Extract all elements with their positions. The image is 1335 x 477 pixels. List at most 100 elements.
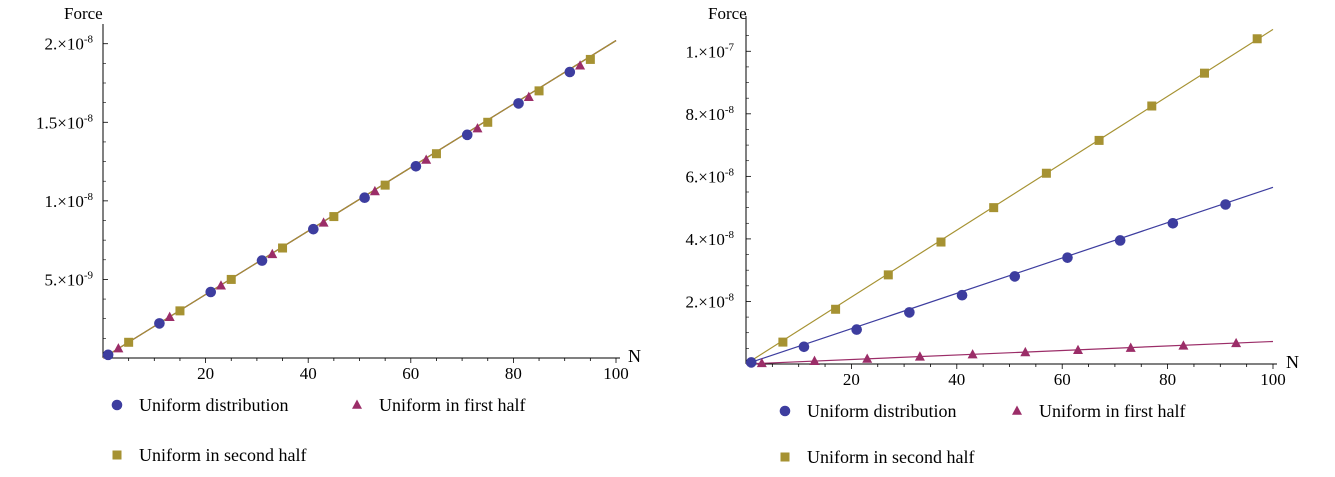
legend-marker	[111, 399, 123, 411]
data-point	[329, 212, 339, 222]
y-tick-mantissa: 6.	[685, 167, 698, 186]
y-tick-label: 2.×10-8	[44, 34, 93, 54]
y-axis-label: Force	[64, 4, 103, 23]
data-point	[1125, 342, 1136, 352]
y-tick-label: 5.×10-9	[44, 269, 93, 289]
data-point	[461, 129, 473, 141]
data-point	[113, 343, 124, 353]
legend-label: Uniform in first half	[1039, 401, 1185, 421]
data-point	[256, 255, 268, 266]
y-tick-mantissa: 1.	[44, 192, 57, 211]
y-tick-label: 6.×10-8	[685, 166, 734, 186]
series-fit-line	[745, 28, 1274, 365]
data-point	[215, 280, 226, 290]
x-tick-label: 60	[402, 364, 419, 383]
data-point	[575, 60, 586, 70]
legend-label: Uniform in second half	[807, 447, 974, 467]
x-tick-label: 100	[603, 364, 629, 383]
data-point	[778, 337, 788, 347]
legend-label: Uniform distribution	[139, 395, 289, 415]
y-tick-label: 4.×10-8	[685, 229, 734, 249]
y-tick-mantissa: 1.5	[36, 113, 57, 132]
y-tick-times-ten: ×10	[698, 105, 725, 124]
y-tick-exponent: -8	[725, 104, 735, 116]
legend-marker	[780, 452, 790, 462]
data-point	[205, 286, 217, 298]
x-tick-label: 60	[1054, 370, 1071, 389]
data-point	[756, 357, 767, 368]
y-tick-times-ten: ×10	[698, 167, 725, 186]
legend-marker	[1012, 405, 1022, 415]
y-tick-times-ten: ×10	[57, 35, 84, 54]
data-point	[534, 86, 544, 96]
data-point	[369, 185, 380, 196]
y-tick-exponent: -8	[725, 229, 735, 241]
data-point	[359, 192, 370, 204]
x-tick-label: 20	[197, 364, 214, 383]
legend-marker	[112, 450, 122, 460]
legend-marker	[352, 399, 362, 409]
y-tick-times-ten: ×10	[698, 230, 725, 249]
x-tick-label: 80	[505, 364, 522, 383]
data-point	[1147, 101, 1157, 111]
x-axis-label: N	[628, 346, 641, 366]
y-tick-exponent: -8	[725, 291, 735, 303]
data-point	[164, 311, 175, 321]
data-point	[226, 274, 236, 284]
legend-marker	[779, 405, 791, 417]
data-point	[1009, 271, 1021, 282]
y-axis-label: Force	[708, 4, 747, 23]
data-point	[862, 353, 873, 363]
data-point	[421, 154, 432, 164]
series-fit-line	[102, 40, 617, 359]
data-point	[267, 248, 278, 259]
y-tick-times-ten: ×10	[698, 292, 725, 311]
data-point	[904, 307, 915, 318]
data-point	[1114, 235, 1126, 246]
y-tick-times-ten: ×10	[57, 113, 84, 132]
data-point	[851, 324, 862, 335]
data-point	[745, 357, 757, 368]
data-point	[472, 123, 483, 133]
data-point	[798, 341, 810, 353]
x-tick-label: 80	[1159, 370, 1176, 389]
data-point	[431, 149, 441, 159]
data-point	[989, 203, 999, 213]
series-fit-line	[745, 186, 1274, 365]
legend-label: Uniform in second half	[139, 445, 306, 465]
data-point	[1041, 168, 1051, 178]
data-point	[513, 98, 524, 109]
data-point	[564, 66, 576, 78]
y-tick-exponent: -8	[84, 191, 94, 203]
data-point	[124, 337, 134, 347]
y-tick-mantissa: 2.	[44, 35, 57, 54]
data-point	[585, 54, 595, 64]
y-tick-label: 2.×10-8	[685, 291, 734, 311]
data-point	[1062, 252, 1073, 263]
y-tick-mantissa: 1.	[685, 42, 698, 61]
y-tick-exponent: -8	[725, 166, 735, 178]
y-tick-mantissa: 4.	[685, 230, 698, 249]
y-tick-times-ten: ×10	[57, 192, 84, 211]
data-point	[1073, 344, 1084, 355]
data-point	[1231, 337, 1242, 348]
y-tick-label: 8.×10-8	[685, 104, 734, 124]
legend-label: Uniform distribution	[807, 401, 957, 421]
data-point	[883, 270, 893, 280]
y-tick-mantissa: 5.	[44, 270, 57, 289]
y-tick-mantissa: 2.	[685, 292, 698, 311]
y-tick-label: 1.×10-8	[44, 191, 93, 211]
y-tick-label: 1.5×10-8	[36, 112, 94, 132]
data-point	[809, 355, 820, 365]
y-tick-mantissa: 8.	[685, 105, 698, 124]
y-tick-exponent: -8	[84, 34, 94, 46]
data-point	[410, 160, 422, 172]
legend-label: Uniform in first half	[379, 395, 525, 415]
data-point	[523, 91, 534, 101]
data-point	[967, 349, 978, 359]
x-tick-label: 20	[843, 370, 860, 389]
data-point	[318, 217, 329, 227]
